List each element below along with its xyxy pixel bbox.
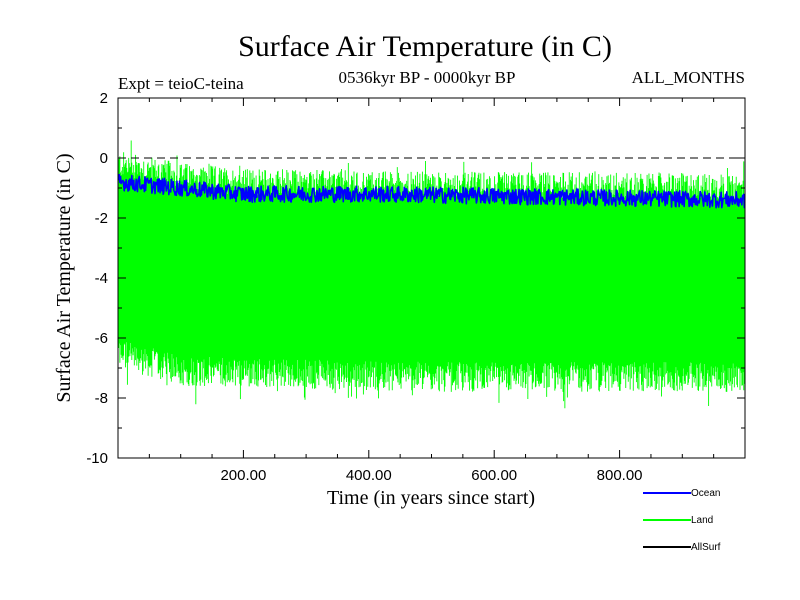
y-tick-label: -6 [95, 330, 108, 347]
x-tick-label: 600.00 [471, 467, 517, 484]
y-axis-label: Surface Air Temperature (in C) [53, 153, 75, 402]
period-label: 0536kyr BP - 0000kyr BP [339, 68, 516, 87]
y-tick-label: -10 [86, 450, 108, 467]
ocean-series [118, 173, 745, 209]
y-tick-label: -2 [95, 210, 108, 227]
legend-label-land: Land [691, 515, 713, 526]
y-tick-label: 0 [100, 150, 108, 167]
y-tick-label: -8 [95, 390, 108, 407]
legend-label-allsurf: AllSurf [691, 542, 721, 553]
months-label: ALL_MONTHS [632, 68, 745, 87]
y-tick-label: -4 [95, 270, 108, 287]
x-axis-label: Time (in years since start) [327, 487, 535, 509]
x-tick-label: 200.00 [220, 467, 266, 484]
land-series [118, 140, 745, 409]
y-tick-label: 2 [100, 90, 108, 107]
experiment-label: Expt = teioC-teina [118, 74, 244, 93]
chart-title: Surface Air Temperature (in C) [238, 30, 612, 63]
x-tick-label: 800.00 [597, 467, 643, 484]
x-tick-label: 400.00 [346, 467, 392, 484]
legend-label-ocean: Ocean [691, 488, 720, 499]
